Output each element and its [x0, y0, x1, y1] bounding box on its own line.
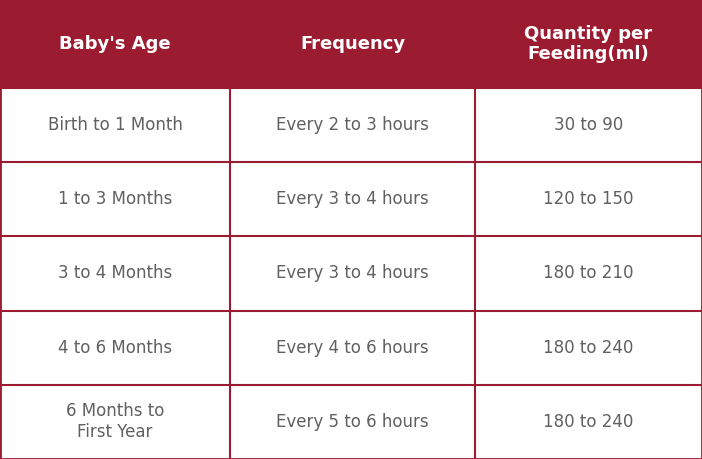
Bar [230, 311, 475, 385]
Bar [230, 385, 475, 459]
Text: Frequency: Frequency [300, 35, 405, 53]
Bar [475, 162, 702, 236]
Bar [230, 162, 475, 236]
Text: Baby's Age: Baby's Age [59, 35, 171, 53]
Bar [475, 0, 702, 88]
Text: 30 to 90: 30 to 90 [554, 116, 623, 134]
Bar [230, 88, 475, 162]
Text: 3 to 4 Months: 3 to 4 Months [58, 264, 172, 282]
Text: 180 to 240: 180 to 240 [543, 339, 634, 357]
Bar [475, 236, 702, 311]
Text: Every 5 to 6 hours: Every 5 to 6 hours [276, 413, 429, 431]
Text: Birth to 1 Month: Birth to 1 Month [48, 116, 183, 134]
Text: Every 2 to 3 hours: Every 2 to 3 hours [276, 116, 429, 134]
Text: 120 to 150: 120 to 150 [543, 190, 634, 208]
Bar [475, 311, 702, 385]
Bar [475, 385, 702, 459]
Bar [0, 236, 230, 311]
Bar [230, 0, 475, 88]
Text: Every 3 to 4 hours: Every 3 to 4 hours [276, 190, 429, 208]
Text: 180 to 240: 180 to 240 [543, 413, 634, 431]
Text: 1 to 3 Months: 1 to 3 Months [58, 190, 172, 208]
Bar [0, 88, 230, 162]
Bar [0, 162, 230, 236]
Text: 4 to 6 Months: 4 to 6 Months [58, 339, 172, 357]
Text: Every 4 to 6 hours: Every 4 to 6 hours [276, 339, 429, 357]
Bar [475, 88, 702, 162]
Bar [0, 385, 230, 459]
Bar [0, 0, 230, 88]
Bar [230, 236, 475, 311]
Text: Every 3 to 4 hours: Every 3 to 4 hours [276, 264, 429, 282]
Bar [0, 311, 230, 385]
Text: 180 to 210: 180 to 210 [543, 264, 634, 282]
Text: Quantity per
Feeding(ml): Quantity per Feeding(ml) [524, 25, 653, 63]
Text: 6 Months to
First Year: 6 Months to First Year [66, 403, 164, 441]
